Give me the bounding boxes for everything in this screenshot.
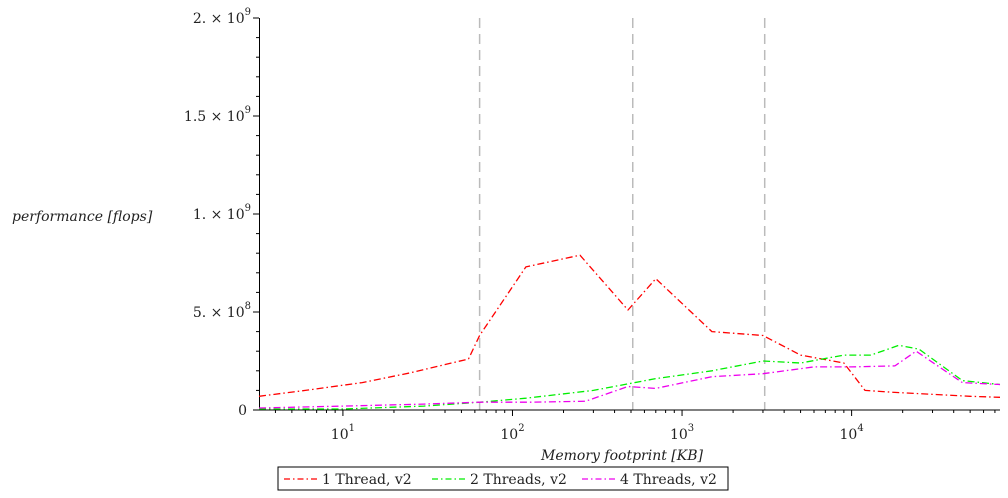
y-axis-label: performance [flops] <box>12 209 153 225</box>
x-ticks: 101 102 103 104 <box>274 410 996 443</box>
series-line-2 <box>259 344 1001 410</box>
legend-item-1: 1 Thread, v2 <box>284 472 412 488</box>
reference-lines <box>478 18 766 410</box>
x-tick-label: 102 <box>500 423 524 443</box>
x-tick-label: 101 <box>331 423 355 443</box>
legend: 1 Thread, v2 2 Threads, v2 4 Threads, v2 <box>277 466 729 491</box>
series-line-3 <box>258 350 1001 409</box>
y-tick-label: 0 <box>238 403 247 419</box>
x-axis-label: Memory footprint [KB] <box>540 448 703 464</box>
y-ticks: 0 5. × 108 1. × 109 1.5 × 109 2. × 109 <box>184 7 259 419</box>
series-line-1 <box>258 254 1001 398</box>
axes <box>258 18 1000 411</box>
y-tick-label: 5. × 108 <box>193 301 251 321</box>
legend-item-3: 4 Threads, v2 <box>582 472 717 488</box>
y-tick-label: 1. × 109 <box>193 203 251 223</box>
x-tick-label: 104 <box>840 423 864 443</box>
x-tick-label: 103 <box>670 423 694 443</box>
legend-label: 4 Threads, v2 <box>620 472 717 488</box>
legend-label: 1 Thread, v2 <box>322 472 412 488</box>
y-tick-label: 2. × 109 <box>193 7 251 27</box>
legend-box <box>277 466 729 491</box>
legend-item-2: 2 Threads, v2 <box>432 472 567 488</box>
y-tick-label: 1.5 × 109 <box>184 105 251 125</box>
series <box>258 254 1001 410</box>
legend-label: 2 Threads, v2 <box>470 472 567 488</box>
